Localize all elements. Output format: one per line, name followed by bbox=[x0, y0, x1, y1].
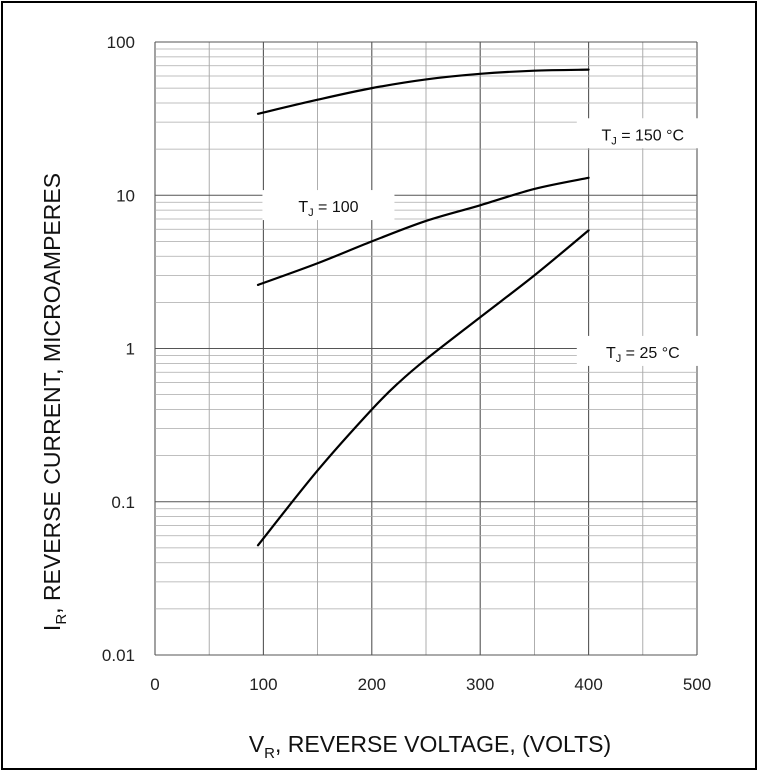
series-group bbox=[256, 68, 590, 547]
y-tick-label: 100 bbox=[107, 33, 135, 52]
series-line-0 bbox=[256, 68, 590, 115]
y-axis-label-rest: , REVERSE CURRENT, MICROAMPERES bbox=[39, 173, 65, 614]
x-tick-label: 500 bbox=[683, 675, 711, 694]
x-tick-label: 0 bbox=[150, 675, 159, 694]
curve-label-main: T bbox=[601, 127, 611, 144]
x-tick-label: 100 bbox=[249, 675, 277, 694]
y-tick-label: 10 bbox=[116, 186, 135, 205]
x-axis-label-main: V bbox=[249, 731, 265, 757]
series-line-2 bbox=[256, 229, 590, 547]
curve-label-0: TJ = 150 °C bbox=[576, 118, 709, 149]
curve-label-main: T bbox=[606, 345, 616, 362]
x-axis-label-rest: , REVERSE VOLTAGE, (VOLTS) bbox=[275, 731, 611, 757]
y-axis-label-main: I bbox=[39, 625, 65, 631]
curve-label-rest: = 25 °C bbox=[621, 345, 679, 362]
y-tick-label: 0.1 bbox=[111, 493, 135, 512]
curve-label-1: TJ = 100 bbox=[262, 190, 395, 221]
curve-label-rest: = 100 bbox=[314, 199, 359, 216]
x-tick-labels: 0 100 200 300 400 500 bbox=[150, 675, 711, 694]
curve-label-text: TJ = 100 bbox=[298, 199, 358, 219]
curve-label-sub: J bbox=[616, 353, 622, 365]
x-axis-label-sub: R bbox=[264, 745, 275, 762]
curve-label-sub: J bbox=[611, 135, 617, 147]
y-axis-label: IR, REVERSE CURRENT, MICROAMPERES bbox=[39, 173, 70, 631]
y-tick-label: 0.01 bbox=[102, 646, 135, 665]
x-axis-label: VR, REVERSE VOLTAGE, (VOLTS) bbox=[249, 731, 611, 762]
curve-label-background bbox=[576, 335, 709, 366]
curve-label-2: TJ = 25 °C bbox=[576, 335, 709, 366]
y-axis-label-sub: R bbox=[53, 614, 70, 625]
y-tick-labels: 0.01 0.1 1 10 100 bbox=[102, 33, 135, 665]
series-line-1 bbox=[256, 176, 590, 287]
x-tick-label: 300 bbox=[466, 675, 494, 694]
x-tick-label: 200 bbox=[358, 675, 386, 694]
curve-label-rest: = 150 °C bbox=[617, 127, 684, 144]
curve-label-main: T bbox=[298, 199, 308, 216]
curve-label-text: TJ = 150 °C bbox=[601, 127, 684, 147]
curve-label-background bbox=[262, 190, 395, 221]
curve-label-text: TJ = 25 °C bbox=[606, 345, 680, 365]
x-tick-label: 400 bbox=[574, 675, 602, 694]
curve-label-background bbox=[576, 118, 709, 149]
y-tick-label: 1 bbox=[126, 340, 135, 359]
curve-label-sub: J bbox=[308, 207, 314, 219]
